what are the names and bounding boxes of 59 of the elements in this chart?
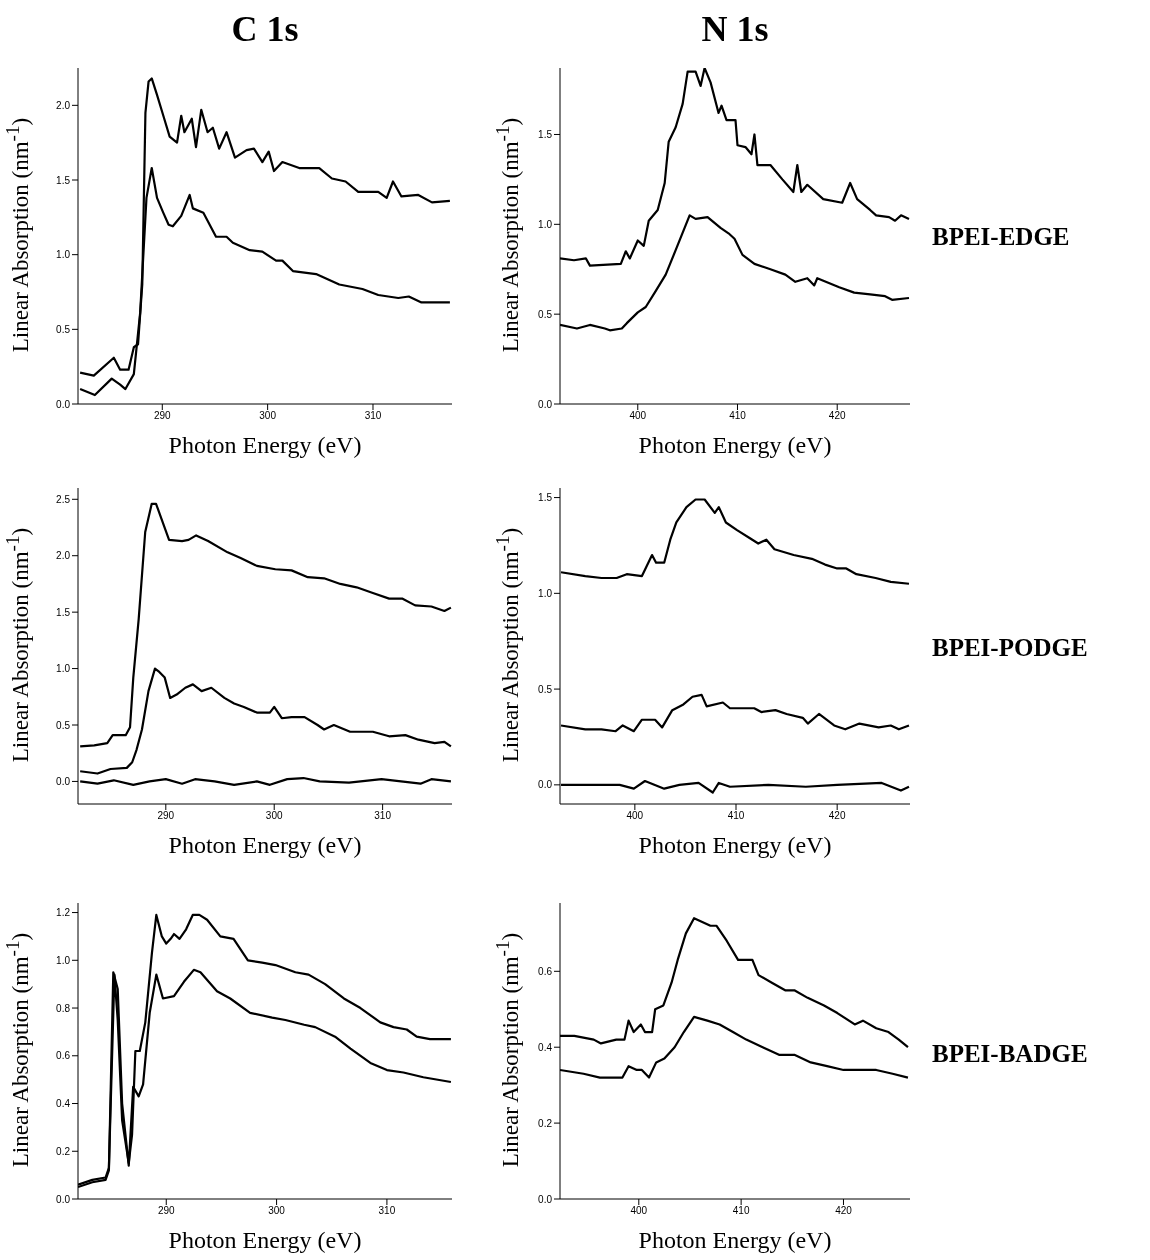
x-axis-title: Photon Energy (eV)	[637, 832, 833, 859]
x-tick-label: 290	[157, 810, 175, 822]
text: BPEI-BADGE	[932, 1040, 1088, 1069]
y-tick-label: 1.0	[56, 663, 71, 675]
y-tick-label: 0.5	[56, 719, 71, 731]
y-tick-label: 0.0	[56, 1193, 71, 1205]
x-tick-label: 290	[153, 410, 172, 422]
chart-title: N 1s	[700, 8, 770, 50]
y-tick-label: 2.0	[56, 550, 71, 562]
x-tick-label: 290	[157, 1205, 176, 1217]
x-tick-label: 420	[835, 1205, 853, 1217]
x-tick-label: 300	[259, 410, 277, 422]
x-tick-label: 300	[265, 810, 283, 822]
y-tick-label: 1.5	[56, 174, 71, 186]
y-tick-label: 1.0	[56, 954, 71, 966]
x-tick-label: 300	[268, 1205, 286, 1217]
x-axis-title: Photon Energy (eV)	[637, 1227, 833, 1254]
x-tick-label: 400	[630, 1205, 648, 1217]
x-tick-label: 410	[727, 810, 745, 822]
y-tick-label: 0.0	[538, 779, 553, 791]
y-tick-label: 0.5	[538, 308, 553, 320]
y-tick-label: 0.2	[538, 1117, 553, 1129]
text: BPEI-PODGE	[932, 634, 1088, 662]
x-tick-label: 310	[374, 810, 392, 822]
y-tick-label: 0.4	[56, 1098, 71, 1110]
y-tick-label: 0.6	[56, 1050, 71, 1062]
x-axis-title: Photon Energy (eV)	[167, 432, 363, 459]
y-tick-label: 1.0	[538, 218, 553, 230]
x-tick-label: 400	[626, 810, 644, 822]
text: BPEI-EDGE	[932, 222, 1070, 251]
x-tick-label: 420	[828, 410, 846, 422]
x-axis-title: Photon Energy (eV)	[167, 1227, 363, 1254]
y-tick-label: 0.6	[538, 965, 553, 977]
x-tick-label: 310	[364, 410, 382, 422]
y-tick-label: 0.0	[56, 398, 71, 410]
x-tick-label: 410	[729, 410, 747, 422]
y-tick-label: 1.0	[538, 587, 553, 599]
y-tick-label: 0.0	[56, 775, 71, 787]
y-tick-label: 1.2	[56, 907, 71, 919]
y-tick-label: 0.0	[538, 1193, 553, 1205]
y-tick-label: 2.0	[56, 99, 71, 111]
x-axis-title: Photon Energy (eV)	[637, 432, 833, 459]
x-tick-label: 400	[629, 410, 647, 422]
y-tick-label: 1.5	[538, 129, 553, 141]
x-tick-label: 410	[732, 1205, 750, 1217]
y-tick-label: 0.8	[56, 1002, 71, 1014]
y-tick-label: 1.5	[56, 606, 71, 618]
y-tick-label: 0.5	[56, 323, 71, 335]
y-tick-label: 0.4	[538, 1041, 553, 1053]
y-tick-label: 1.0	[56, 249, 71, 261]
y-tick-label: 0.2	[56, 1145, 71, 1157]
chart-title: C 1s	[230, 8, 300, 50]
x-axis-title: Photon Energy (eV)	[167, 832, 363, 859]
x-tick-label: 420	[828, 810, 846, 822]
y-tick-label: 0.0	[538, 398, 553, 410]
y-tick-label: 2.5	[56, 493, 71, 505]
x-tick-label: 310	[378, 1205, 396, 1217]
y-tick-label: 1.5	[538, 492, 553, 504]
y-tick-label: 0.5	[538, 683, 553, 695]
